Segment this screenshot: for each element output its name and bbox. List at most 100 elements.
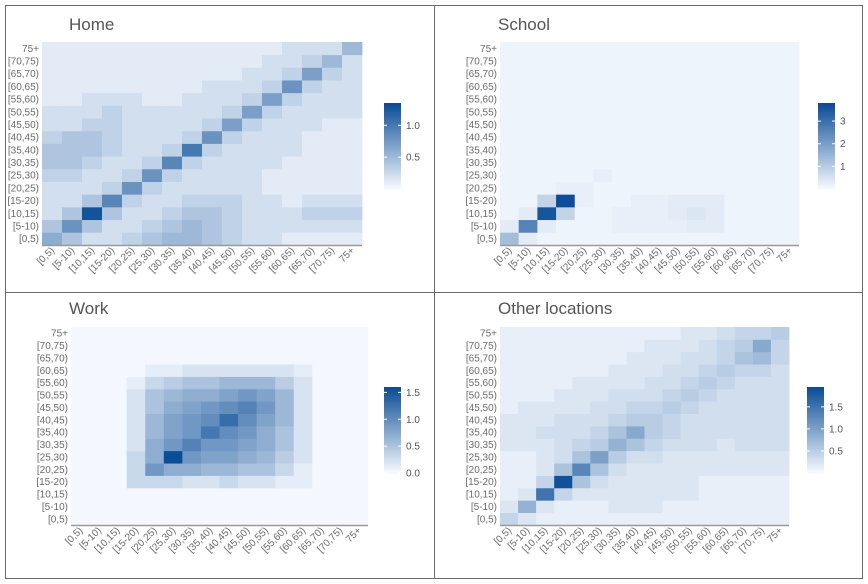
heatmap-cell bbox=[349, 364, 369, 377]
heatmap-cell bbox=[698, 413, 718, 427]
heatmap-cell bbox=[761, 80, 781, 94]
colorbar-segment bbox=[384, 440, 401, 444]
heatmap-cell bbox=[518, 438, 537, 452]
x-tick-label: 75+ bbox=[337, 245, 357, 265]
heatmap-cell bbox=[126, 376, 146, 390]
heatmap-cell bbox=[62, 67, 83, 81]
colorbar-segment bbox=[818, 113, 835, 117]
y-tick-label: 75+ bbox=[51, 329, 68, 340]
heatmap-cell bbox=[608, 327, 627, 340]
heatmap-cell bbox=[752, 426, 772, 439]
heatmap-cell bbox=[761, 194, 781, 208]
heatmap-cell bbox=[182, 54, 203, 68]
heatmap-cell bbox=[102, 92, 123, 106]
heatmap-cell bbox=[734, 351, 754, 365]
heatmap-cell bbox=[590, 388, 609, 402]
colorbar-segment bbox=[384, 447, 401, 450]
heatmap-cell bbox=[293, 401, 313, 415]
heatmap-cell bbox=[42, 219, 63, 233]
y-tick-label: [45,50) bbox=[37, 403, 68, 414]
heatmap-cell bbox=[312, 438, 332, 452]
heatmap-cell bbox=[302, 130, 323, 144]
heatmap-cell bbox=[518, 339, 537, 353]
heatmap-cell bbox=[668, 168, 688, 182]
heatmap-cell bbox=[662, 351, 682, 365]
heatmap-cell bbox=[734, 376, 754, 390]
heatmap-cell bbox=[686, 92, 706, 106]
heatmap-cell bbox=[219, 487, 239, 501]
heatmap-cell bbox=[537, 194, 557, 208]
colorbar-segment bbox=[818, 152, 835, 156]
heatmap-cell bbox=[626, 438, 645, 452]
colorbar-segment bbox=[818, 139, 835, 143]
heatmap-cell bbox=[182, 500, 202, 514]
heatmap-cell bbox=[202, 92, 223, 106]
heatmap-cell bbox=[42, 232, 63, 246]
heatmap-cell bbox=[322, 219, 343, 233]
heatmap-cell bbox=[163, 413, 183, 427]
heatmap-cell bbox=[537, 118, 557, 132]
heatmap-cell bbox=[626, 339, 645, 353]
heatmap-cell bbox=[256, 500, 276, 514]
colorbar-segment bbox=[818, 141, 835, 145]
heatmap-cell bbox=[556, 168, 576, 182]
heatmap-cell bbox=[780, 54, 800, 68]
colorbar-segment bbox=[384, 176, 401, 179]
heatmap-cell bbox=[590, 413, 609, 427]
heatmap-cell bbox=[262, 92, 283, 106]
heatmap-cell bbox=[668, 194, 688, 208]
heatmap-cell bbox=[612, 80, 632, 94]
heatmap-cell bbox=[322, 92, 343, 106]
heatmap-cell bbox=[742, 206, 763, 221]
heatmap-cell bbox=[89, 376, 109, 390]
heatmap-cell bbox=[330, 475, 350, 489]
colorbar-segment bbox=[384, 462, 401, 465]
heatmap-cell bbox=[608, 463, 627, 476]
heatmap-cell bbox=[202, 130, 223, 144]
heatmap-cell bbox=[518, 413, 537, 427]
heatmap-cell bbox=[71, 475, 90, 489]
colorbar-segment bbox=[818, 124, 835, 128]
colorbar-segment bbox=[384, 442, 401, 446]
heatmap-cell bbox=[644, 450, 663, 464]
heatmap-cell bbox=[202, 42, 223, 56]
y-tick-label: [70,75) bbox=[466, 57, 497, 68]
heatmap-cell bbox=[293, 512, 313, 526]
heatmap-cell bbox=[262, 156, 283, 170]
y-tick-label: [0,5) bbox=[477, 234, 497, 245]
heatmap-cell bbox=[342, 194, 363, 208]
heatmap-cell bbox=[282, 118, 303, 132]
heatmap-cell bbox=[282, 181, 303, 195]
y-tick-label: [60,65) bbox=[8, 82, 39, 93]
heatmap-cell bbox=[182, 512, 202, 526]
heatmap-cell bbox=[536, 339, 555, 353]
heatmap-cell bbox=[102, 168, 123, 182]
heatmap-cell bbox=[275, 339, 295, 353]
heatmap-cell bbox=[82, 67, 103, 81]
heatmap-cell bbox=[593, 54, 613, 68]
colorbar-segment bbox=[818, 115, 835, 119]
heatmap-cell bbox=[698, 450, 718, 464]
heatmap-cell bbox=[518, 512, 537, 526]
heatmap-cell bbox=[630, 219, 650, 233]
heatmap-cell bbox=[572, 388, 591, 402]
heatmap-cell bbox=[238, 339, 258, 353]
colorbar-segment bbox=[384, 397, 401, 401]
colorbar-segment bbox=[384, 404, 401, 407]
heatmap-cell bbox=[500, 426, 519, 439]
colorbar-segment bbox=[818, 146, 835, 149]
heatmap-cell bbox=[122, 92, 143, 106]
y-tick-label: [30,35) bbox=[466, 158, 497, 169]
heatmap-cell bbox=[108, 438, 128, 452]
heatmap-cell bbox=[82, 168, 103, 182]
heatmap-cell bbox=[626, 463, 645, 476]
heatmap-cell bbox=[312, 475, 332, 489]
heatmap-cell bbox=[126, 450, 146, 464]
heatmap-cell bbox=[62, 156, 83, 170]
heatmap-cell bbox=[219, 413, 239, 427]
heatmap-cell bbox=[780, 42, 800, 56]
colorbar-segment bbox=[807, 417, 824, 420]
heatmap-cell bbox=[698, 475, 718, 489]
heatmap-cell bbox=[89, 475, 109, 489]
heatmap-cell bbox=[322, 42, 343, 56]
